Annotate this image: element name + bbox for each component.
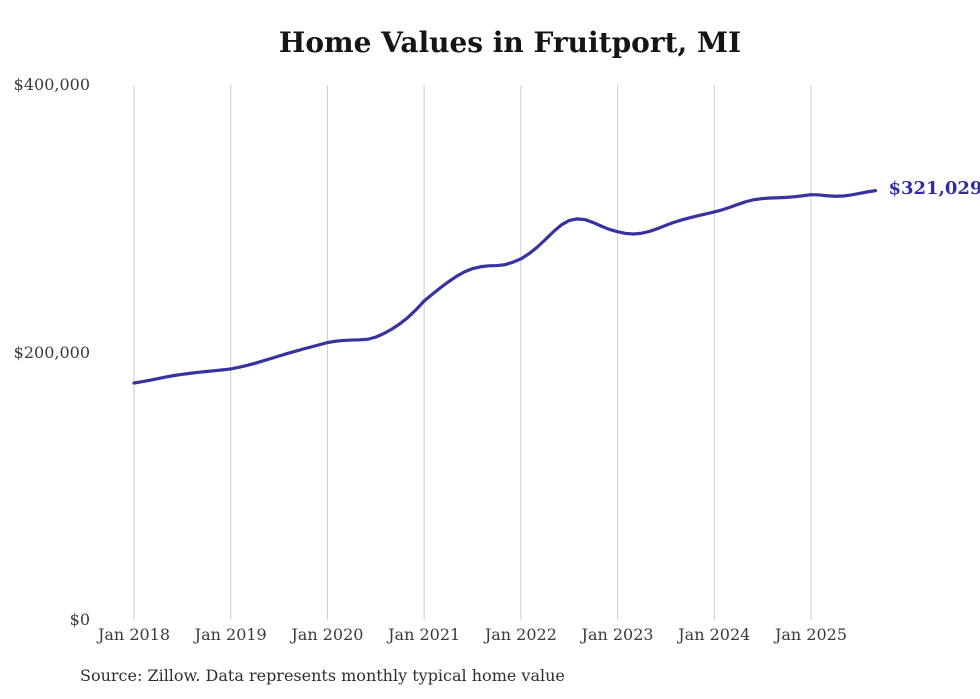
x-tick-label: Jan 2023 — [581, 625, 654, 644]
y-tick-label: $400,000 — [13, 75, 90, 94]
x-tick-label: Jan 2019 — [194, 625, 267, 644]
x-tick-label: Jan 2018 — [97, 625, 171, 644]
x-tick-label: Jan 2020 — [291, 625, 364, 644]
y-tick-label: $0 — [69, 610, 90, 629]
y-tick-label: $200,000 — [13, 342, 90, 362]
x-tick-label: Jan 2025 — [774, 625, 848, 644]
x-tick-label: Jan 2024 — [678, 625, 751, 644]
source-note: Source: Zillow. Data represents monthly … — [80, 666, 565, 685]
x-tick-label: Jan 2021 — [388, 625, 461, 644]
home-value-line — [132, 189, 878, 385]
chart-title: Home Values in Fruitport, MI — [278, 26, 742, 59]
x-tick-label: Jan 2022 — [484, 625, 557, 644]
latest-value-label: $321,029 — [888, 177, 980, 199]
